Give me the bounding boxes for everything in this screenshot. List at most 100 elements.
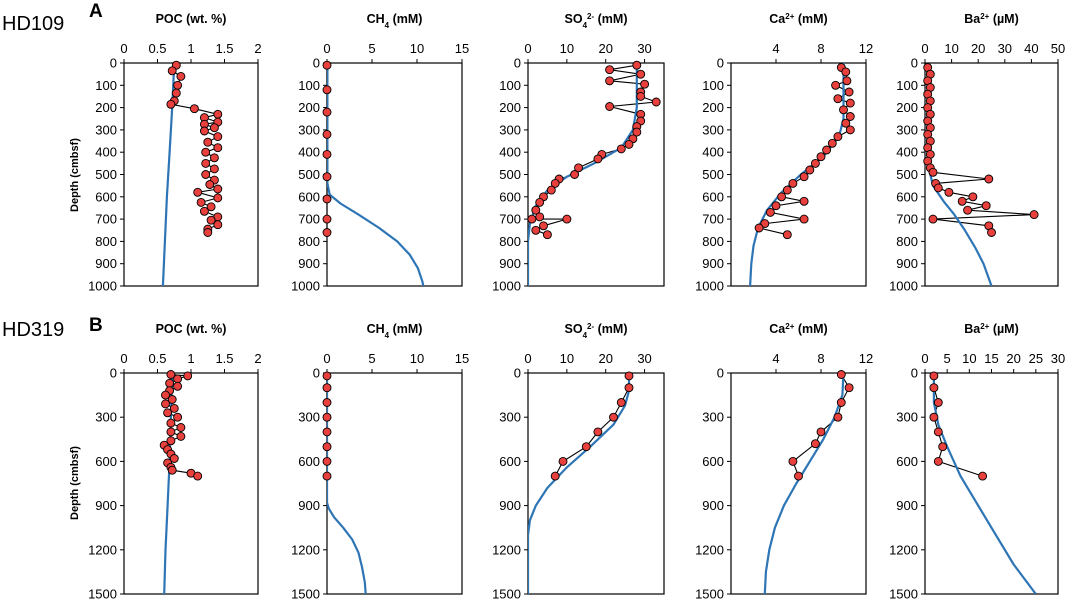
x-tick-label: 30 xyxy=(637,41,651,56)
data-point xyxy=(816,152,826,162)
data-point xyxy=(841,118,851,128)
data-point xyxy=(167,66,177,76)
data-point xyxy=(839,105,848,115)
data-point xyxy=(173,374,183,384)
data-point xyxy=(957,196,967,206)
plot-frame xyxy=(924,372,1059,595)
y-tick-label: 1500 xyxy=(695,587,724,602)
data-point xyxy=(196,197,206,207)
data-point xyxy=(754,223,764,233)
panel-title: SO42- (mM) xyxy=(565,322,628,340)
panel-title: CH4 (mM) xyxy=(367,12,423,30)
data-point xyxy=(765,207,775,217)
y-tick-label: 0 xyxy=(717,56,724,71)
plot-frame xyxy=(527,372,665,595)
y-tick-label: 800 xyxy=(95,234,117,249)
data-point xyxy=(167,395,177,404)
data-point xyxy=(203,137,213,147)
x-tick-label: 15 xyxy=(984,351,998,366)
data-point xyxy=(822,145,832,155)
data-point xyxy=(777,192,787,202)
model-line xyxy=(528,63,638,286)
data-point xyxy=(213,193,223,203)
x-tick-label: 12 xyxy=(859,41,873,56)
plot-frame xyxy=(730,372,867,595)
data-point xyxy=(845,125,855,135)
panels: POC (wt. %)0 0.5 1 1.5 201002003004005006007… xyxy=(88,12,1065,602)
data-point xyxy=(845,112,855,121)
x-tick-label: 1 xyxy=(187,351,194,366)
y-tick-label: 700 xyxy=(95,212,117,227)
data-point xyxy=(322,228,332,237)
y-tick-label: 200 xyxy=(298,100,320,115)
y-tick-label: 1000 xyxy=(889,279,918,294)
data-point xyxy=(201,158,211,168)
data-point xyxy=(636,69,646,79)
site-label-hd319: HD319 xyxy=(2,319,64,341)
y-tick-label: 900 xyxy=(702,498,724,513)
y-tick-label: 300 xyxy=(896,122,918,137)
y-tick-label: 1200 xyxy=(291,542,320,557)
y-tick-label: 100 xyxy=(702,78,724,93)
data-point xyxy=(938,442,948,452)
x-tick-label: 15 xyxy=(455,351,469,366)
data-point xyxy=(987,228,996,237)
data-point xyxy=(933,398,943,407)
data-point xyxy=(605,76,615,86)
x-tick-label: 0.5 xyxy=(148,41,166,56)
data-point xyxy=(546,185,556,195)
x-tick-label: 10 xyxy=(560,41,574,56)
model-line xyxy=(749,63,845,286)
x-tick-label: 8 xyxy=(817,41,824,56)
data-point xyxy=(616,144,626,154)
data-point xyxy=(322,60,332,70)
x-tick-label: 10 xyxy=(962,351,976,366)
y-tick-label: 0 xyxy=(514,366,521,381)
y-tick-label: 1500 xyxy=(291,587,320,602)
data-point xyxy=(213,132,223,142)
y-tick-label: 1200 xyxy=(88,542,117,557)
data-point xyxy=(167,465,177,475)
panel-letter-b: B xyxy=(89,315,103,336)
x-tick-label: 30 xyxy=(637,351,651,366)
y-tick-label: 700 xyxy=(702,212,724,227)
panel-title: Ca2+ (mM) xyxy=(769,12,827,27)
data-point xyxy=(176,431,186,441)
data-point xyxy=(322,398,332,407)
y-tick-label: 600 xyxy=(499,189,521,204)
y-tick-label: 1500 xyxy=(889,587,918,602)
y-tick-label: 0 xyxy=(110,56,117,71)
y-tick-label: 100 xyxy=(499,78,521,93)
data-point xyxy=(978,471,988,481)
data-point xyxy=(836,370,846,379)
data-point xyxy=(189,104,199,114)
data-point xyxy=(213,143,223,153)
y-tick-label: 900 xyxy=(702,256,724,271)
y-tick-label: 600 xyxy=(95,189,117,204)
data-point xyxy=(929,412,939,422)
x-tick-label: 0.5 xyxy=(148,351,166,366)
data-point xyxy=(799,196,809,206)
data-point xyxy=(531,225,541,235)
data-point xyxy=(788,178,798,188)
data-point xyxy=(322,442,332,452)
model-line xyxy=(327,63,425,286)
y-tick-label: 1000 xyxy=(291,279,320,294)
data-point xyxy=(199,126,209,136)
x-tick-label: 4 xyxy=(772,41,779,56)
x-tick-label: 1 xyxy=(187,41,194,56)
data-point xyxy=(933,456,943,466)
panel-B-poc: POC (wt. %) 0 0.5 1 1.5 2 0 300 600 900 1200 1500 xyxy=(88,322,262,602)
data-point xyxy=(322,383,332,393)
y-tick-label: 100 xyxy=(95,78,117,93)
x-tick-label: 0 xyxy=(921,41,928,56)
data-point xyxy=(176,423,186,432)
data-point xyxy=(624,383,634,393)
data-point xyxy=(213,109,223,119)
site-label-hd109: HD109 xyxy=(2,13,64,35)
x-tick-label: 10 xyxy=(410,41,424,56)
data-point xyxy=(928,167,938,177)
y-tick-label: 200 xyxy=(499,100,521,115)
x-tick-label: 15 xyxy=(455,41,469,56)
data-point xyxy=(816,427,826,437)
